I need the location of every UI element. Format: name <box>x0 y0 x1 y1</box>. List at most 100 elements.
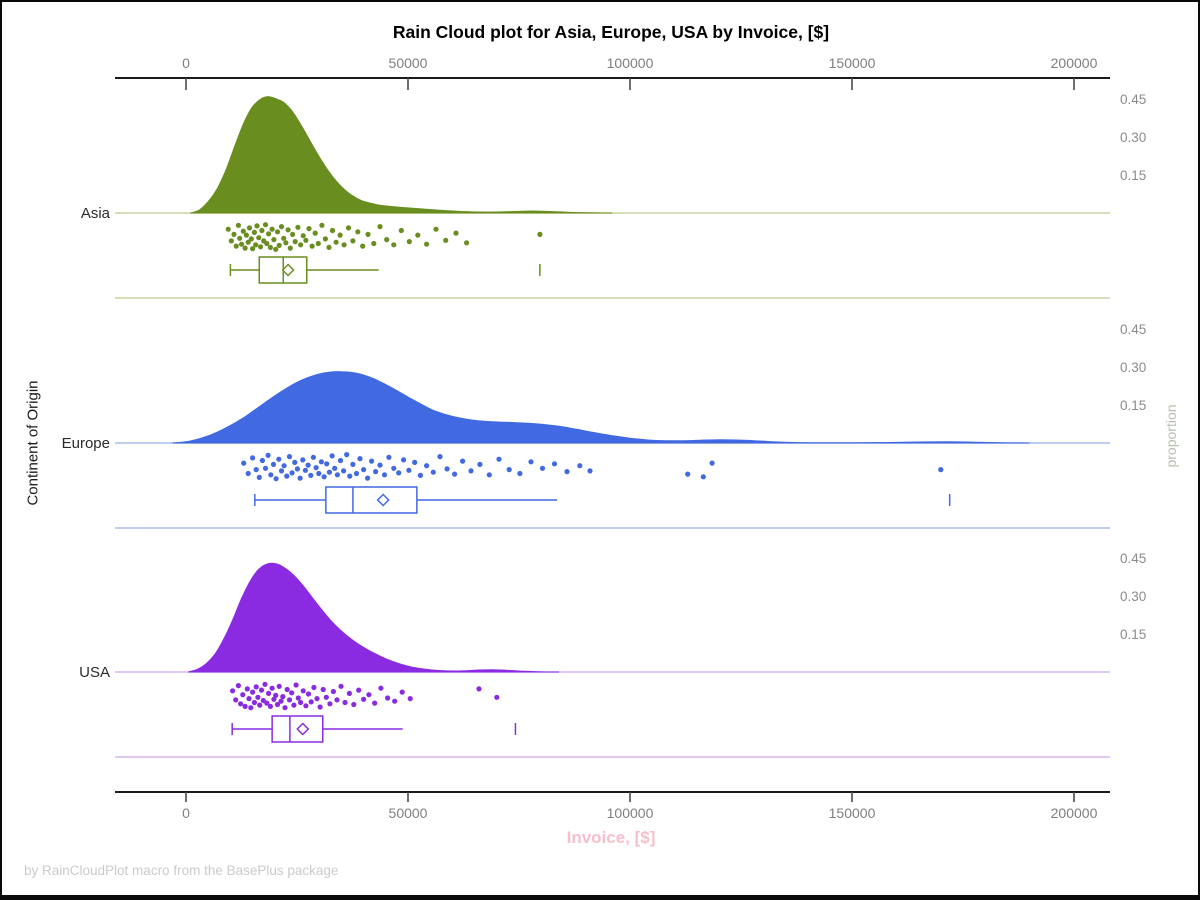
rain-point <box>350 461 356 467</box>
rain-point <box>313 465 319 471</box>
footer-credit: by RainCloudPlot macro from the BasePlus… <box>24 863 339 878</box>
rain-point <box>293 682 299 688</box>
tick-label: 50000 <box>389 55 428 71</box>
rain-point <box>259 227 265 234</box>
rain-point <box>396 470 402 476</box>
rain-point <box>269 685 275 691</box>
rain-point <box>264 240 270 247</box>
rain-point <box>282 705 288 711</box>
mean-diamond <box>376 493 390 507</box>
rain-point <box>286 454 293 460</box>
rain-point <box>287 245 293 251</box>
tick-label: 0 <box>182 55 190 71</box>
y-axis-title-left: Continent of Origin <box>24 380 42 506</box>
rain-point <box>321 474 327 480</box>
proportion-tick-label: 0.30 <box>1120 360 1146 375</box>
rain-point <box>238 241 245 247</box>
rain-point <box>334 472 340 478</box>
rain-point <box>371 240 377 247</box>
rain-point <box>300 233 306 239</box>
rain-point <box>273 246 279 252</box>
tick-label: 200000 <box>1051 55 1098 71</box>
rain-points <box>225 222 543 252</box>
rain-point <box>278 224 285 230</box>
rain-point <box>278 468 285 474</box>
rain-point <box>357 456 363 462</box>
rain-point <box>271 696 277 702</box>
rain-point <box>303 703 309 709</box>
rain-point <box>291 702 297 708</box>
rain-point <box>281 463 287 469</box>
category-label: Asia <box>81 205 111 222</box>
rain-point <box>399 689 405 695</box>
rain-point <box>290 231 296 237</box>
rain-point <box>398 227 404 234</box>
rain-points <box>230 681 500 711</box>
rain-point <box>305 691 312 697</box>
rain-point <box>378 685 384 691</box>
rain-point <box>564 469 570 475</box>
rain-point <box>424 463 430 469</box>
rain-point <box>496 456 502 462</box>
rain-point <box>406 467 412 473</box>
rain-point <box>360 243 366 249</box>
rain-point <box>453 230 459 236</box>
rain-point <box>415 232 421 238</box>
rain-point <box>401 457 407 463</box>
rain-point <box>318 459 324 465</box>
rain-point <box>341 468 347 474</box>
rain-point <box>292 459 298 465</box>
rain-point <box>250 455 256 461</box>
rain-point <box>274 701 281 708</box>
rain-point <box>242 703 248 710</box>
rain-point <box>444 466 450 472</box>
rain-point <box>685 471 691 477</box>
rain-point <box>351 701 357 708</box>
rain-point <box>314 696 320 702</box>
row-asia: Asia 0.45 0.30 0.15 <box>81 92 1146 299</box>
rain-point <box>300 457 306 463</box>
row-usa: USA 0.45 0.30 0.15 <box>79 551 1146 758</box>
rain-point <box>537 231 543 237</box>
proportion-tick-label: 0.45 <box>1120 92 1146 107</box>
rain-point <box>235 683 241 689</box>
rain-point <box>273 476 279 482</box>
rain-point <box>430 469 436 475</box>
rain-point <box>324 461 330 467</box>
rain-point <box>255 694 261 700</box>
rain-point <box>238 701 244 707</box>
rain-point <box>270 461 277 467</box>
rain-point <box>258 244 264 250</box>
density-area <box>188 562 560 673</box>
rain-point <box>476 686 482 692</box>
rain-point <box>262 465 269 471</box>
rain-point <box>361 467 367 473</box>
tick-label: 50000 <box>389 805 428 821</box>
rain-point <box>350 238 356 244</box>
rain-point <box>256 474 262 480</box>
rain-point <box>327 701 333 707</box>
proportion-tick-label: 0.30 <box>1120 589 1146 604</box>
rain-point <box>433 226 439 232</box>
rain-point <box>242 245 248 251</box>
rain-point <box>284 686 290 693</box>
box-plot <box>254 486 951 514</box>
rain-point <box>231 231 237 237</box>
rain-point <box>424 241 430 247</box>
rain-point <box>248 705 254 711</box>
rain-point <box>245 239 251 245</box>
rain-point <box>278 698 284 704</box>
rain-point <box>369 458 375 464</box>
rain-point <box>938 467 944 473</box>
rain-point <box>345 225 352 231</box>
rain-point <box>373 469 379 475</box>
proportion-tick-label: 0.45 <box>1120 322 1146 337</box>
rain-point <box>494 694 500 700</box>
row-europe: Europe 0.45 0.30 0.15 <box>62 322 1146 529</box>
rain-point <box>267 244 273 250</box>
rain-point <box>333 239 339 245</box>
tick-label: 150000 <box>829 55 876 71</box>
rain-point <box>322 236 328 242</box>
rain-point <box>309 243 315 249</box>
rain-point <box>306 226 312 232</box>
